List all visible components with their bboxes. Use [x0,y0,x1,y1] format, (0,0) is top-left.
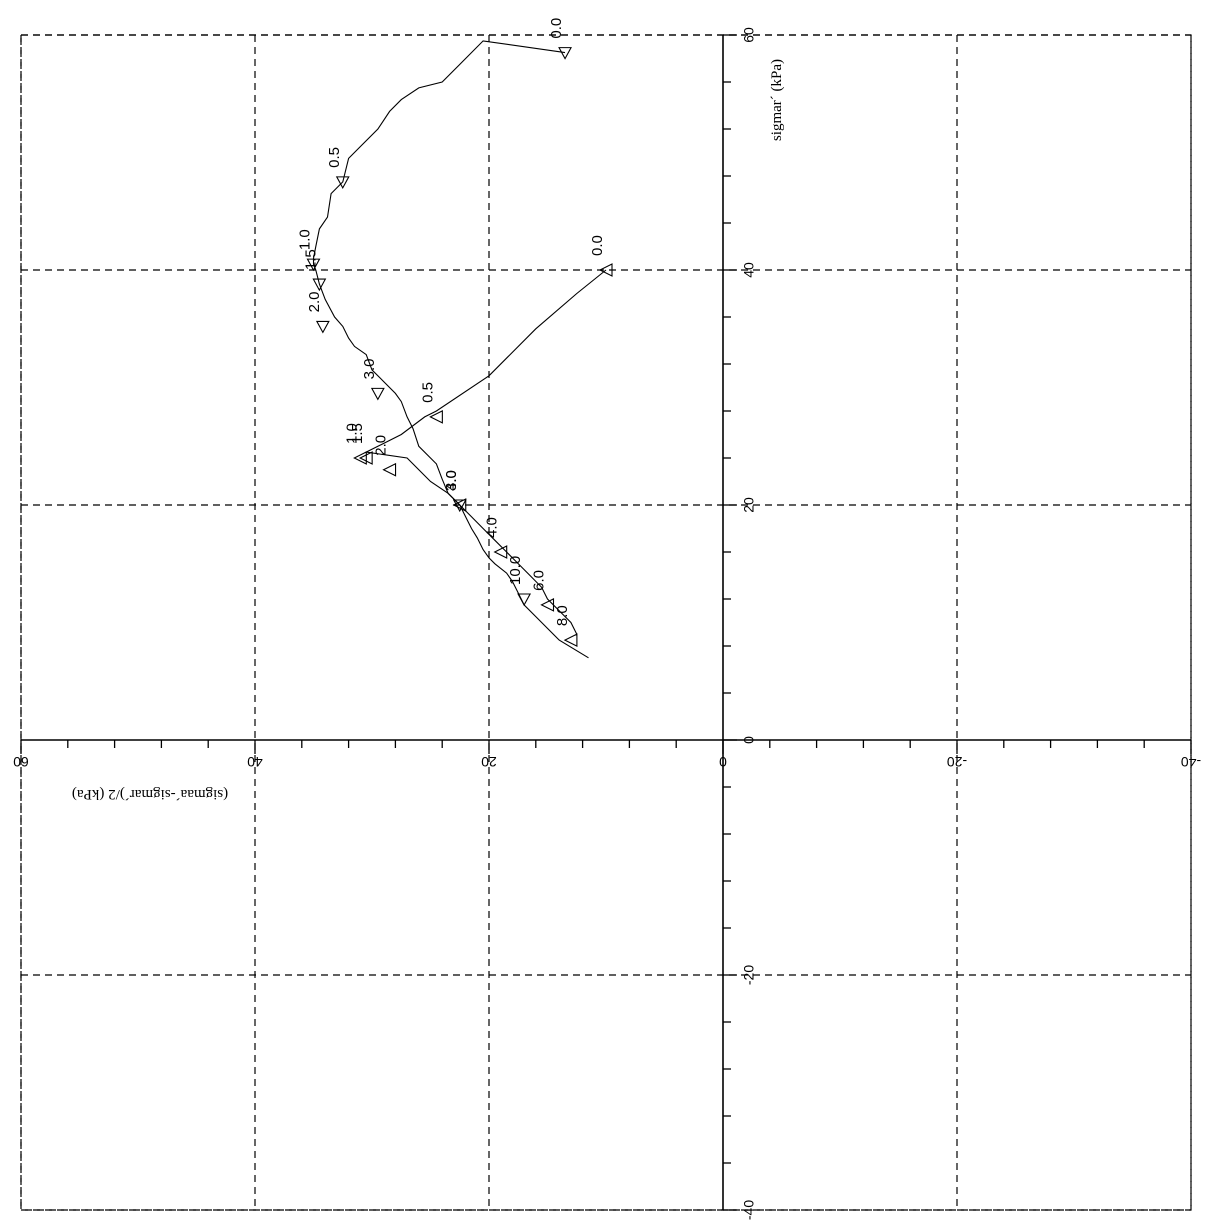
series-marker [563,633,578,648]
series-marker [540,597,555,612]
y-tick-label: -20 [947,754,967,770]
x-tick-label: 60 [740,27,756,43]
series-marker [558,47,572,60]
marker-label: 10.0 [507,556,524,585]
marker-label: 3.0 [361,359,378,380]
chart-axes [21,35,1191,1210]
marker-label: 1.5 [349,423,366,444]
y-tick-label: 0 [719,754,727,770]
y-tick-labels: -40 -20 0 20 40 60 [13,754,1201,770]
series-marker [306,258,321,272]
series-marker [598,263,613,277]
marker-label: 4.0 [484,517,501,538]
series-marker [382,462,397,477]
chart-series: 0.00.51.01.52.03.04.010.00.00.51.01.52.0… [297,18,613,659]
chart-grid [20,34,1192,1211]
marker-label: 6.0 [531,570,548,591]
series-line [312,40,589,659]
series-marker [315,320,330,334]
series-marker [452,498,467,512]
series-marker [493,545,508,559]
y-tick-label: -40 [1181,754,1201,770]
marker-label: 1.5 [302,249,319,270]
x-tick-label: 20 [740,497,756,513]
y-axis-label: (sigmaa´-sigmar´)/2 (kPa) [72,786,228,802]
marker-label: 2.0 [306,292,323,313]
series-marker [429,409,443,424]
marker-label: 1.0 [297,229,314,250]
marker-label: 1.0 [343,423,360,444]
x-tick-label: -20 [740,965,756,985]
series-marker [358,451,373,465]
plot-frame [20,34,1192,1211]
series-marker [370,387,385,401]
y-tick-label: 60 [13,754,29,770]
marker-label: 4.0 [443,470,460,491]
marker-label: 0.5 [326,147,343,168]
marker-label: 8.0 [554,605,571,626]
x-tick-label: 40 [740,262,756,278]
series-line [364,269,607,635]
series-marker [452,499,467,513]
series-marker [353,451,367,465]
marker-label: 3.0 [443,470,460,491]
x-axis-label: sigmar´ (kPa) [769,59,785,141]
y-tick-label: 20 [481,754,497,770]
x-tick-labels: -40 -20 0 20 40 60 [740,27,756,1220]
axis-ticks [20,34,1192,1211]
marker-label: 0.0 [589,235,606,256]
series-marker [335,176,350,190]
x-tick-label: -40 [740,1200,756,1220]
y-tick-label: 40 [247,754,263,770]
marker-label: 0.5 [419,382,436,403]
x-tick-label: 0 [740,736,756,744]
marker-label: 0.0 [548,18,565,39]
series-marker [517,593,532,607]
marker-label: 2.0 [373,435,390,456]
series-marker [312,278,327,292]
